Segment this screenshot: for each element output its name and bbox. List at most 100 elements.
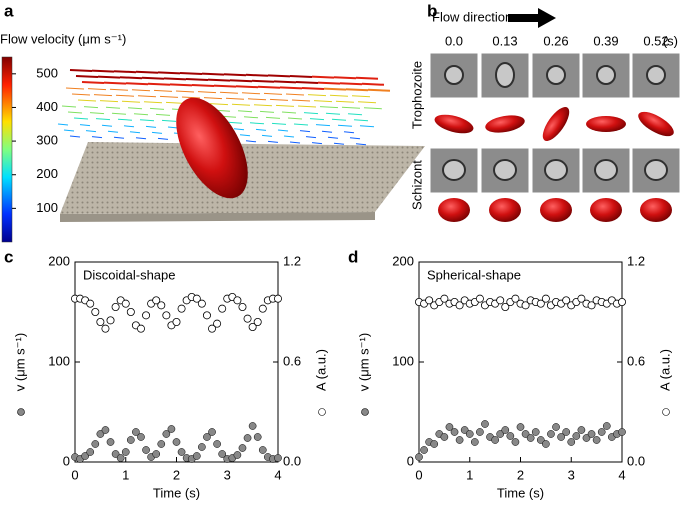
scatter-point (238, 444, 247, 452)
flow-arrow (153, 89, 173, 92)
flow-arrow (85, 130, 97, 133)
scatter-point (460, 426, 469, 434)
scatter-point (167, 425, 176, 433)
flow-arrow (131, 89, 151, 92)
y2label-marker (318, 408, 326, 416)
flow-arrow (315, 124, 331, 127)
flow-arrow (175, 90, 195, 93)
flow-arrow (181, 96, 201, 99)
flow-arrow (135, 70, 159, 74)
flow-arrow (289, 75, 313, 78)
flow-arrow (249, 122, 265, 125)
flow-arrow (333, 76, 357, 80)
scatter-point (273, 294, 282, 303)
scatter-point (547, 430, 555, 438)
flow-arrow (91, 69, 115, 73)
scatter-point (455, 436, 464, 444)
flow-arrow (297, 105, 317, 108)
flow-arrow (73, 117, 89, 120)
scatter-point (440, 433, 449, 441)
flow-arrow (263, 92, 283, 95)
cell-outline (493, 159, 517, 181)
flow-arrow (261, 134, 273, 137)
y2-tick-label: 1.2 (627, 253, 645, 268)
x-tick-label: 0 (71, 467, 78, 482)
flow-arrow (141, 76, 165, 80)
scatter-point (218, 450, 227, 458)
flow-arrow (213, 84, 237, 88)
scatter-point (152, 296, 161, 305)
scatter-point (536, 436, 545, 444)
flow-arrow (287, 117, 303, 120)
scatter-point (157, 301, 166, 310)
flow-arrow (279, 86, 303, 90)
panel-label: a (4, 1, 14, 20)
flow-arrow (203, 97, 223, 100)
scatter-point (542, 440, 550, 448)
flow-arrow (349, 137, 361, 140)
cell-outline (646, 65, 666, 85)
flow-arrow (303, 112, 319, 115)
flow-arrow (97, 75, 121, 79)
flow-arrow (299, 130, 311, 133)
scatter-point (557, 433, 565, 441)
flow-arrow (357, 101, 377, 104)
flow-arrow (259, 110, 275, 113)
scatter-point (202, 311, 211, 320)
flow-arrow (129, 131, 141, 134)
flow-arrow (221, 115, 237, 118)
red-blood-cell (176, 97, 248, 199)
flow-arrow (227, 121, 243, 124)
scatter-point (440, 294, 449, 303)
flow-arrow (335, 100, 355, 103)
cell-model (434, 114, 474, 134)
flow-arrow (231, 103, 251, 106)
flow-arrow (225, 97, 245, 100)
scatter-point (577, 426, 586, 434)
scatter-point (157, 440, 166, 448)
scatter-point (526, 434, 535, 442)
flow-arrow (109, 88, 129, 91)
scatter-point (602, 422, 611, 430)
time-label: 0.0 (445, 33, 463, 48)
scatter-point (121, 299, 130, 308)
flow-arrow (101, 124, 113, 127)
flow-arrow (323, 87, 347, 91)
flow-arrow (337, 124, 353, 127)
flow-arrow (63, 129, 75, 132)
scatter-point (86, 448, 95, 456)
flow-arrow (185, 78, 209, 81)
scatter-point (106, 438, 115, 446)
scatter-point (430, 440, 439, 448)
scatter-point (101, 324, 110, 333)
y2-tick-label: 1.2 (283, 253, 301, 268)
y-axis-label: v (μm s⁻¹) (356, 333, 371, 391)
flow-arrow (113, 70, 137, 74)
y2-tick-label: 0.6 (283, 353, 301, 368)
flow-arrow (135, 137, 147, 140)
flow-arrow (267, 140, 279, 143)
flow-arrow (329, 94, 349, 97)
flow-arrow (79, 124, 91, 127)
flow-arrow (139, 119, 155, 122)
scatter-point (208, 324, 217, 333)
colorbar-tick-label: 300 (36, 133, 58, 148)
flow-arrow (271, 122, 287, 125)
time-unit: (s) (663, 33, 678, 48)
scatter-point (475, 294, 484, 303)
flow-arrow (317, 81, 341, 85)
time-label: 0.39 (593, 33, 618, 48)
flow-arrow (121, 100, 141, 103)
scatter-point (86, 299, 95, 308)
scatter-point (213, 319, 222, 328)
flow-arrow (301, 87, 325, 90)
flow-arrow (347, 113, 363, 116)
flow-arrow (325, 112, 341, 115)
scatter-point (162, 311, 171, 320)
panel-label: d (348, 247, 358, 266)
flow-arrow (291, 99, 311, 102)
flow-arrow (229, 79, 253, 83)
flow-arrow (165, 101, 185, 104)
flow-arrow (327, 136, 339, 139)
scatter-point (496, 296, 505, 305)
